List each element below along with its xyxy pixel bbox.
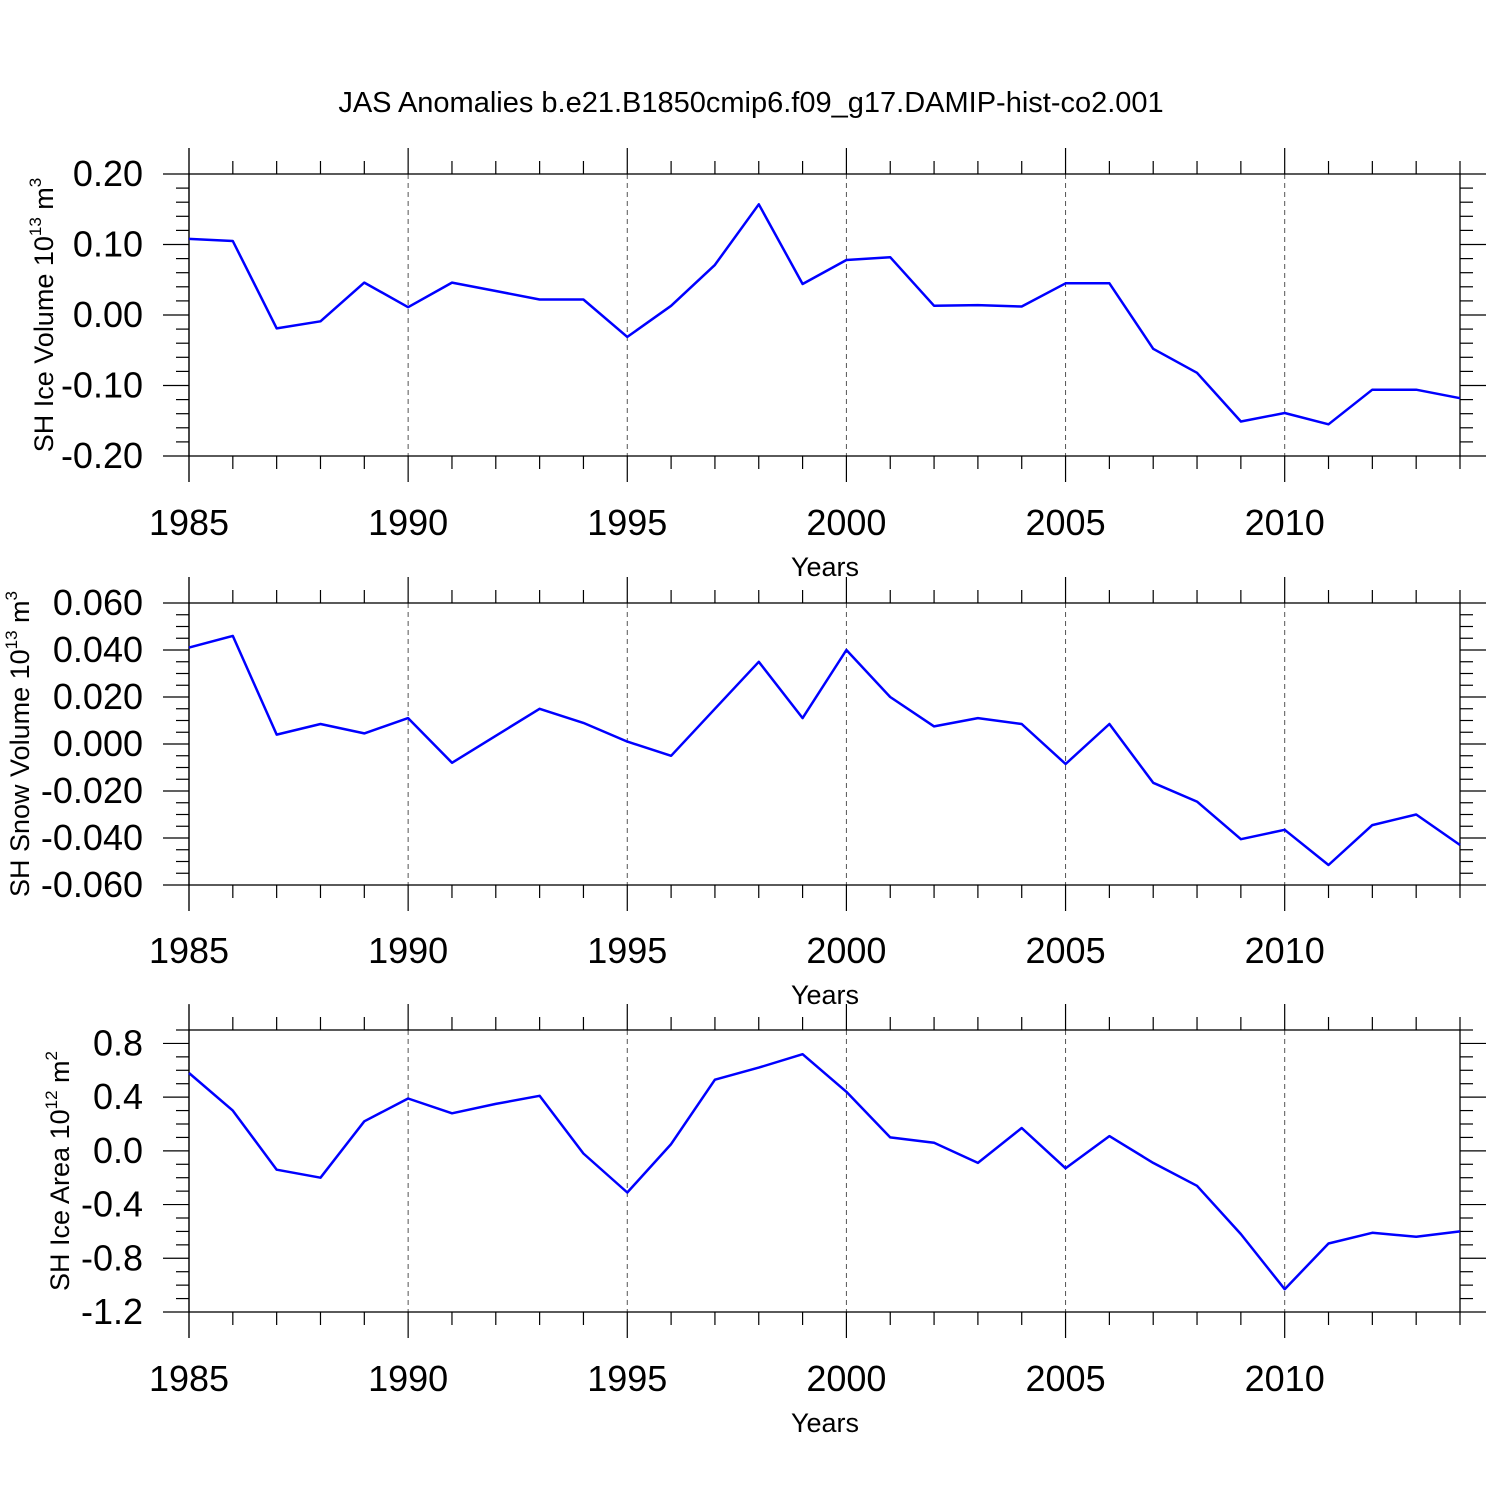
y-axis-title-unit-exponent: 3 <box>26 178 45 187</box>
plot-frame <box>188 602 1461 886</box>
y-tick-label: -1.2 <box>81 1291 143 1332</box>
y-tick-label: 0.20 <box>73 153 143 194</box>
y-axis-title-exponent: 13 <box>2 630 21 649</box>
x-tick-label: 2010 <box>1245 502 1325 543</box>
x-axis-title: Years <box>791 980 859 1010</box>
plot-frame <box>188 173 1461 457</box>
x-axis-title: Years <box>791 552 859 582</box>
y-tick-label: 0.000 <box>53 723 143 764</box>
y-tick-label: -0.4 <box>81 1184 143 1225</box>
y-tick-label: 0.00 <box>73 294 143 335</box>
x-tick-label: 2010 <box>1245 1358 1325 1399</box>
x-axis-title: Years <box>791 1408 859 1438</box>
x-tick-label: 1995 <box>587 930 667 971</box>
x-tick-label: 1990 <box>368 1358 448 1399</box>
y-tick-label: -0.8 <box>81 1237 143 1278</box>
y-axis-title-unit-exponent: 2 <box>42 1051 61 1060</box>
y-axis-title: SH Snow Volume 1013 m3 <box>2 591 35 897</box>
y-axis-title-main: SH Snow Volume 10 <box>5 649 35 897</box>
panel-3: -1.2 -0.8 -0.4 0.0 0.4 0.8 1985 1990 1995 2000 200… <box>42 1004 1486 1438</box>
x-tick-label: 1990 <box>368 930 448 971</box>
x-tick-label: 1985 <box>149 502 229 543</box>
series-line <box>188 203 1461 426</box>
y-axis-title-unit: m <box>5 600 35 630</box>
y-tick-label: 0.020 <box>53 676 143 717</box>
x-tick-label: 2000 <box>806 1358 886 1399</box>
y-tick-label: 0.060 <box>53 582 143 623</box>
x-tick-label: 2000 <box>806 502 886 543</box>
y-axis-title: SH Ice Volume 1013 m3 <box>26 178 59 453</box>
series-line <box>188 1052 1461 1291</box>
y-axis-title-unit: m <box>45 1060 75 1090</box>
y-axis-title-exponent: 13 <box>26 217 45 236</box>
x-tick-label: 2005 <box>1026 930 1106 971</box>
y-tick-label: -0.040 <box>41 817 143 858</box>
x-tick-label: 2000 <box>806 930 886 971</box>
panel-2: -0.060 -0.040 -0.020 0.000 0.020 0.040 0.060 19… <box>2 577 1486 1010</box>
y-tick-label: 0.8 <box>93 1022 143 1063</box>
y-tick-label: 0.10 <box>73 224 143 265</box>
y-tick-label: 0.040 <box>53 629 143 670</box>
y-tick-label: 0.4 <box>93 1076 143 1117</box>
x-tick-label: 1985 <box>149 930 229 971</box>
x-tick-label: 2005 <box>1026 502 1106 543</box>
x-tick-label: 2005 <box>1026 1358 1106 1399</box>
figure-title: JAS Anomalies b.e21.B1850cmip6.f09_g17.D… <box>338 87 1163 119</box>
panel-1: -0.20 -0.10 0.00 0.10 0.20 1985 1990 1995 2000 20… <box>26 148 1486 582</box>
series-line <box>188 634 1461 867</box>
y-tick-label: -0.020 <box>41 770 143 811</box>
y-tick-label: -0.10 <box>61 365 143 406</box>
y-tick-label: -0.20 <box>61 435 143 476</box>
y-axis-title-unit: m <box>29 187 59 217</box>
x-tick-label: 1995 <box>587 502 667 543</box>
y-axis-title-main: SH Ice Volume 10 <box>29 236 59 452</box>
y-axis-title-exponent: 12 <box>42 1090 61 1109</box>
x-tick-label: 1985 <box>149 1358 229 1399</box>
y-axis-title-unit-exponent: 3 <box>2 591 21 600</box>
y-tick-label: 0.0 <box>93 1130 143 1171</box>
x-tick-label: 1990 <box>368 502 448 543</box>
y-tick-label: -0.060 <box>41 864 143 905</box>
x-tick-label: 1995 <box>587 1358 667 1399</box>
y-axis-title-main: SH Ice Area 10 <box>45 1109 75 1291</box>
x-tick-label: 2010 <box>1245 930 1325 971</box>
y-axis-title: SH Ice Area 1012 m2 <box>42 1051 75 1291</box>
